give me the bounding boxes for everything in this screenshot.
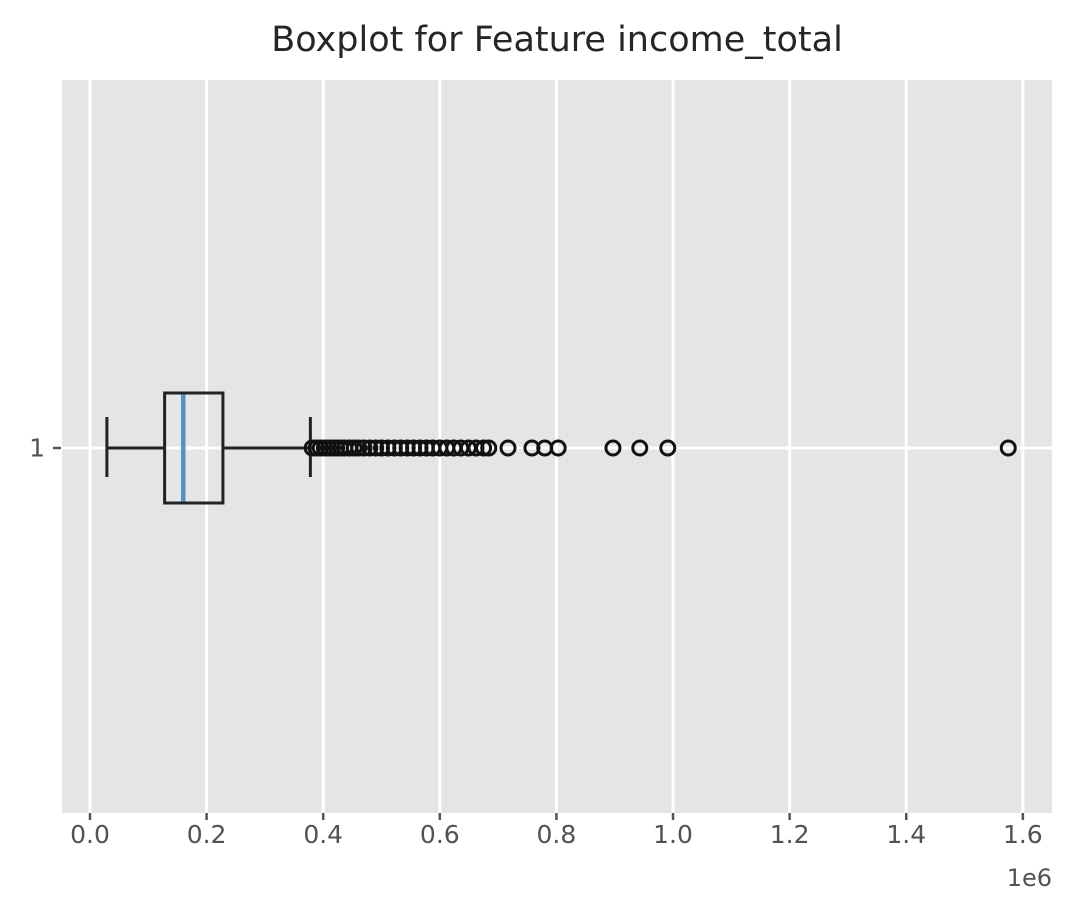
outlier-point	[549, 439, 567, 457]
x-tick-label: 0.6	[420, 820, 460, 849]
y-tick-label: 1	[29, 434, 45, 463]
x-tick-label: 1.0	[653, 820, 693, 849]
outlier-point	[480, 439, 498, 457]
outlier-point	[604, 439, 622, 457]
outlier-point	[367, 439, 385, 457]
iqr-box	[163, 391, 225, 505]
outlier-point	[350, 439, 368, 457]
x-axis-offset-label: 1e6	[1007, 864, 1052, 892]
outlier-point	[659, 439, 677, 457]
outlier-point	[631, 439, 649, 457]
x-tick-label: 0.4	[303, 820, 343, 849]
outlier-point	[361, 439, 379, 457]
x-tick-label: 0.0	[70, 820, 110, 849]
outlier-point	[999, 439, 1017, 457]
x-tick-label: 1.6	[1003, 820, 1043, 849]
x-tick-label: 1.2	[770, 820, 810, 849]
outlier-point	[475, 439, 493, 457]
chart-title: Boxplot for Feature income_total	[271, 20, 843, 60]
x-tick-label: 0.2	[187, 820, 227, 849]
x-tick-label: 0.8	[537, 820, 577, 849]
outlier-point	[499, 439, 517, 457]
x-tick-label: 1.4	[886, 820, 926, 849]
outlier-point	[355, 439, 373, 457]
